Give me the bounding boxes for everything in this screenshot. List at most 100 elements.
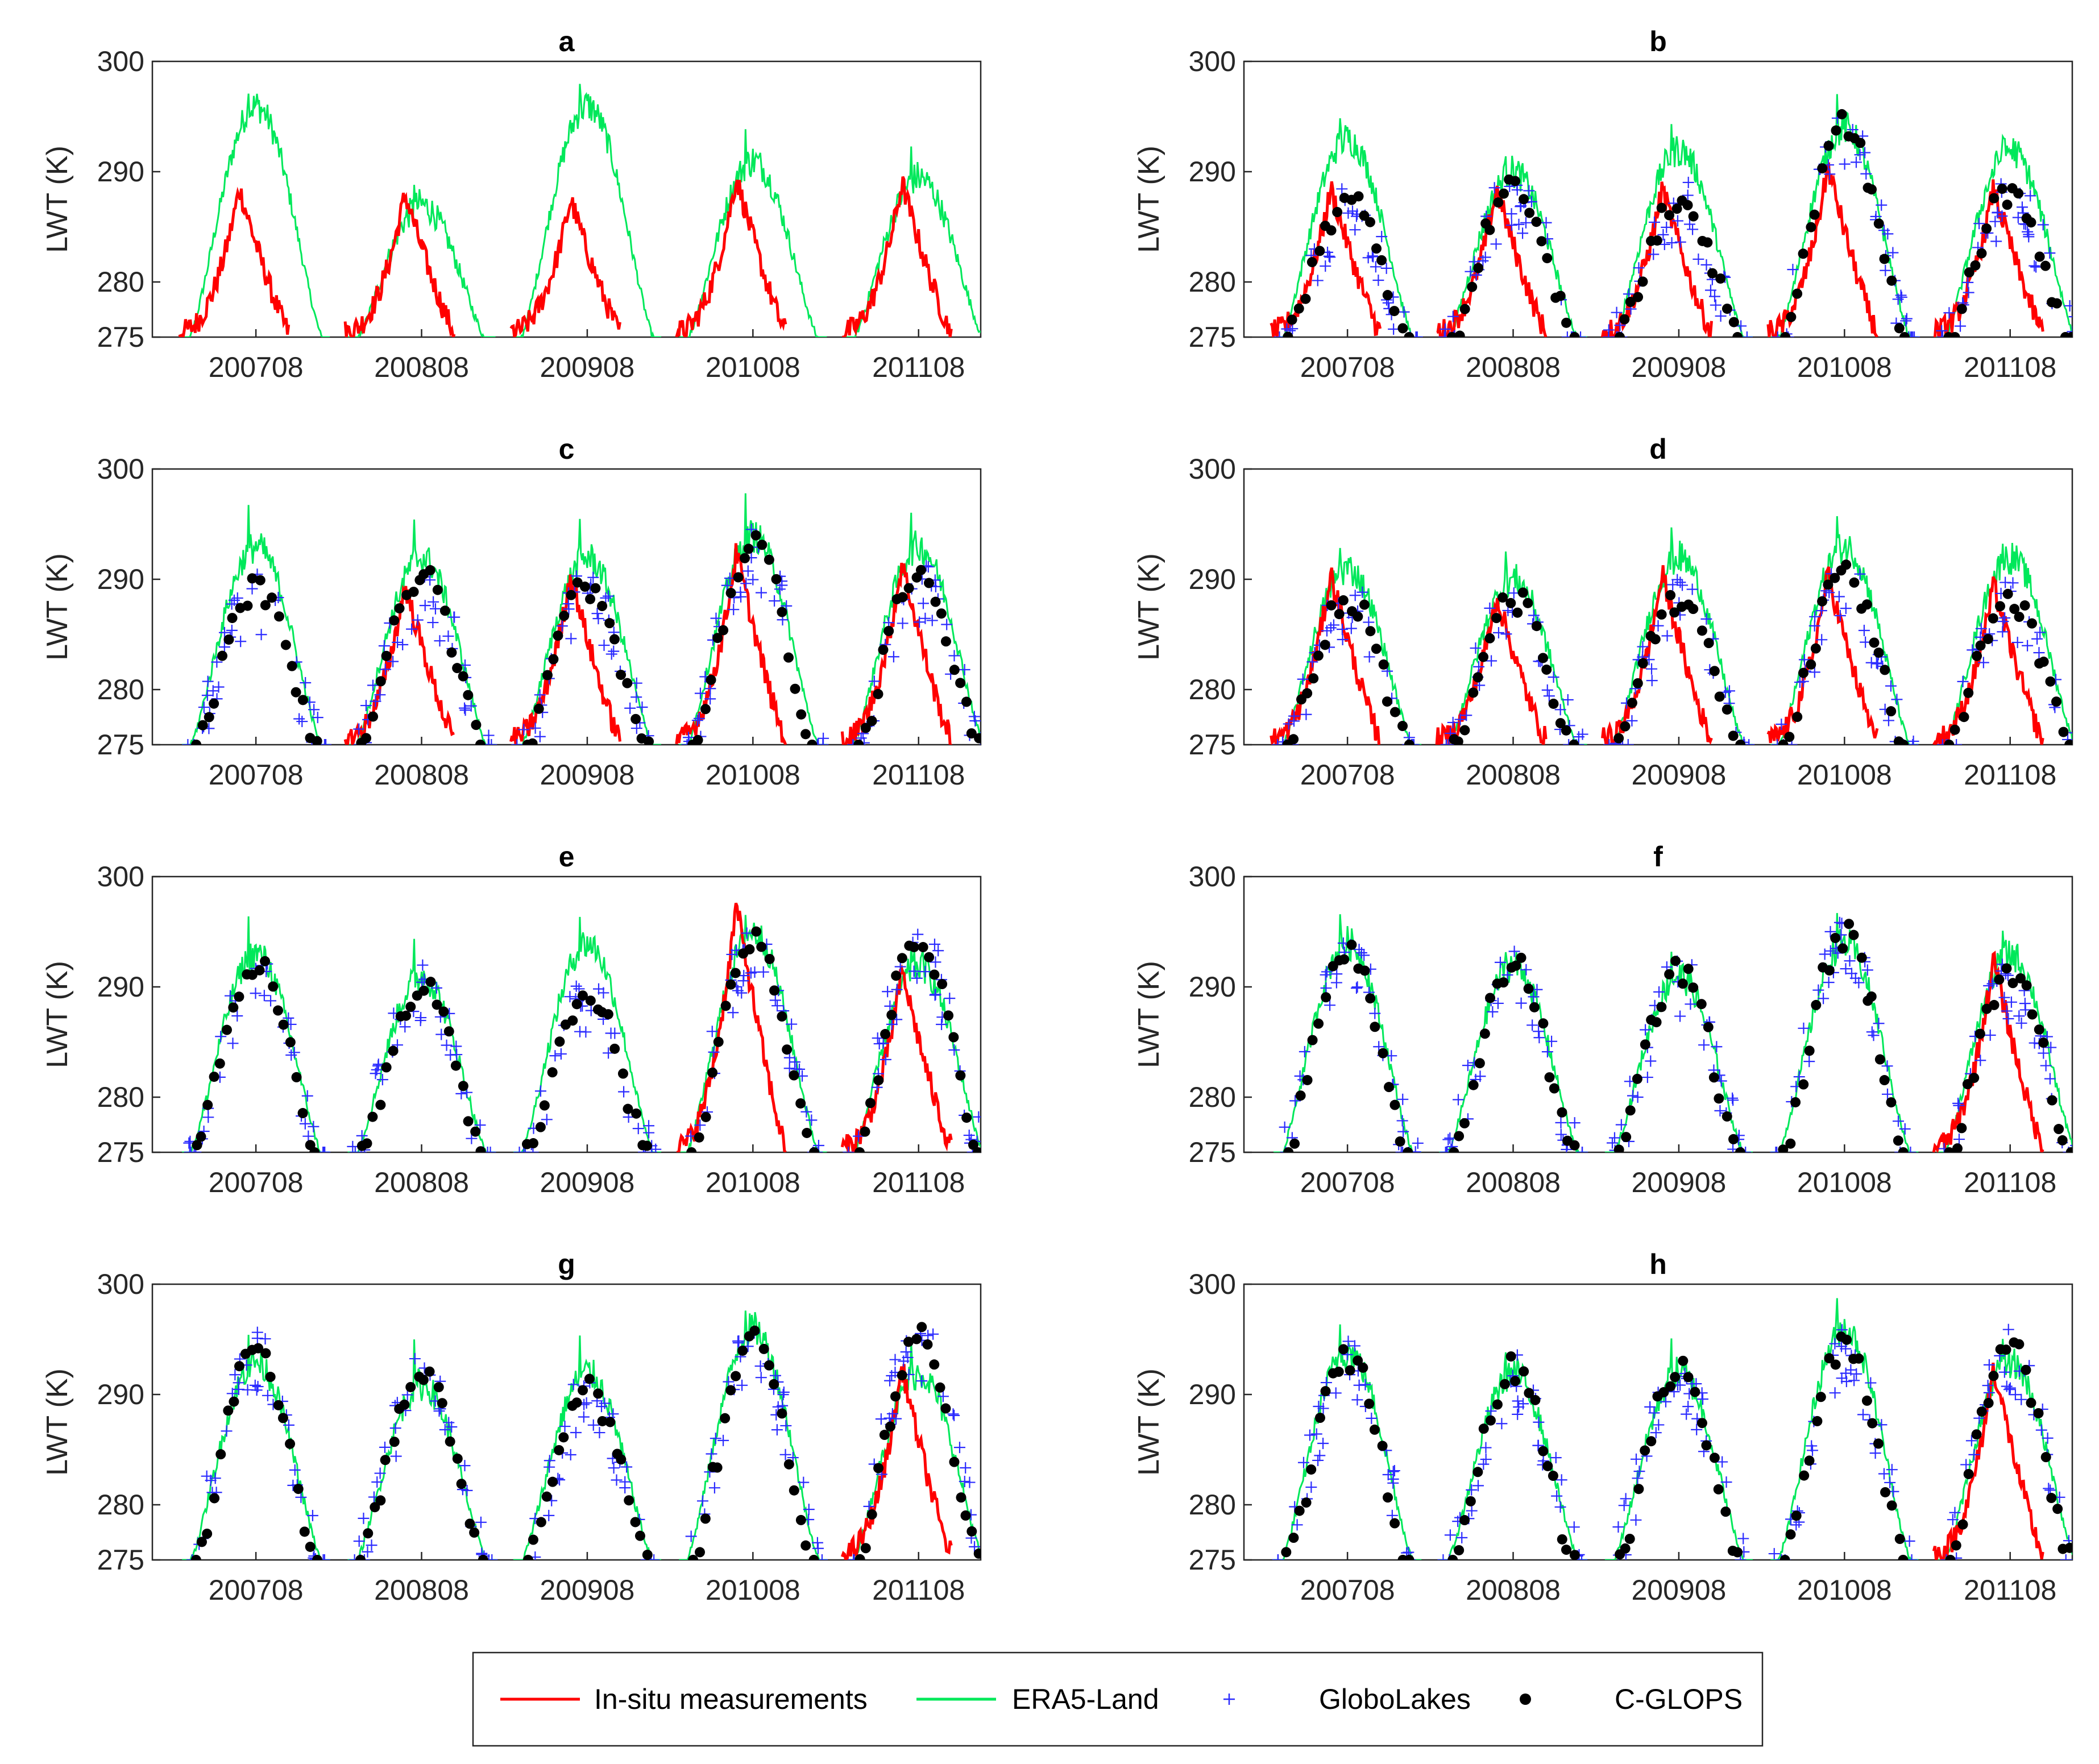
globolakes-point (549, 1050, 561, 1062)
globolakes-point (948, 650, 960, 662)
y-tick-label: 300 (1189, 861, 1236, 893)
cglops-point (1364, 217, 1375, 227)
globolakes-point (1905, 331, 1917, 337)
globolakes-point (574, 1026, 586, 1037)
cglops-point (1898, 1555, 1909, 1560)
globolakes-point (1952, 1097, 1964, 1109)
x-tick-label: 200708 (209, 351, 304, 383)
cglops-point (1656, 609, 1667, 620)
cglops-point (694, 1132, 704, 1143)
cglops-point (1866, 991, 1877, 1002)
cglops-point (916, 1322, 927, 1333)
cglops-point (432, 584, 443, 595)
cglops-point (1538, 1446, 1549, 1456)
globolakes-point (1366, 1412, 1378, 1424)
y-axis-label: LWT (K) (41, 553, 74, 661)
cglops-point (363, 1528, 374, 1539)
globolakes-point (484, 1147, 496, 1152)
globolakes-point (1940, 1554, 1952, 1560)
globolakes-point (1277, 739, 1289, 745)
globolakes-point (2013, 1010, 2025, 1022)
plot-area (1270, 94, 2072, 337)
globolakes-point (594, 1427, 605, 1439)
globolakes-point (1608, 1132, 1620, 1144)
x-tick-label: 201108 (1964, 1167, 2056, 1198)
cglops-point (1294, 1505, 1305, 1516)
globolakes-point (580, 1397, 592, 1409)
globolakes-point (1387, 1466, 1399, 1477)
cglops-point (1778, 740, 1789, 745)
globolakes-point (1508, 945, 1520, 957)
cglops-point (305, 1541, 316, 1552)
globolakes-point (1666, 237, 1678, 249)
globolakes-point (1839, 158, 1851, 170)
x-tick-label: 201108 (872, 759, 965, 791)
globolakes-point (1700, 259, 1712, 271)
cglops-point (789, 1070, 799, 1081)
panel-title: g (558, 1248, 575, 1280)
globolakes-point (1442, 1134, 1454, 1145)
globolakes-point (710, 1433, 721, 1445)
cglops-point (1472, 1467, 1483, 1477)
cglops-point (361, 733, 372, 744)
globolakes-point (1776, 719, 1787, 730)
y-tick-label: 280 (1189, 1489, 1236, 1521)
x-tick-label: 201008 (1797, 1167, 1892, 1198)
cglops-point (1976, 248, 1987, 259)
globolakes-point (937, 1391, 949, 1402)
cglops-point (1620, 721, 1631, 732)
cglops-point (764, 1360, 774, 1371)
cglops-point (1975, 640, 1986, 651)
globolakes-point (265, 995, 277, 1007)
globolakes-point (1936, 325, 1948, 337)
globolakes-point (1865, 1377, 1877, 1389)
globolakes-point (1561, 331, 1573, 337)
cglops-point (1989, 193, 2000, 204)
cglops-point (1974, 1028, 1985, 1039)
cglops-point (1956, 1123, 1967, 1134)
cglops-point (1972, 650, 1982, 661)
era5-line-200708 (182, 505, 330, 745)
cglops-point (1665, 590, 1676, 600)
globolakes-point (914, 616, 926, 628)
globolakes-point (534, 730, 546, 742)
globolakes-point (816, 1554, 828, 1560)
globolakes-point (1345, 622, 1357, 634)
globolakes-point (884, 1375, 896, 1387)
globolakes-point (308, 704, 320, 716)
globolakes-point (544, 1455, 555, 1467)
globolakes-point (1517, 227, 1529, 239)
x-tick-label: 201108 (872, 351, 965, 383)
cglops-point (1637, 276, 1648, 287)
cglops-point (873, 1075, 884, 1086)
globolakes-point (897, 617, 909, 629)
cglops-point (190, 1555, 201, 1560)
cglops-point (860, 723, 871, 733)
cglops-point (641, 1140, 652, 1151)
cglops-point (949, 1456, 960, 1467)
cglops-point (700, 704, 711, 715)
globolakes-point (1683, 218, 1695, 230)
globolakes-point (2019, 1004, 2031, 1016)
x-tick-label: 201008 (1797, 1574, 1892, 1606)
globolakes-point (1809, 611, 1821, 622)
globolakes-point (1637, 641, 1649, 653)
globolakes-point (1526, 1019, 1538, 1031)
cglops-point (1454, 1131, 1465, 1142)
globolakes-point (605, 648, 617, 660)
cglops-point (860, 1543, 871, 1554)
globolakes-point (1603, 324, 1615, 336)
globolakes-point (389, 1422, 401, 1434)
globolakes-point (1287, 323, 1299, 335)
legend-box (472, 1651, 1764, 1747)
globolakes-point (1798, 654, 1810, 666)
globolakes-point (868, 675, 880, 687)
cglops-point (1690, 1387, 1700, 1397)
globolakes-point (1620, 1493, 1632, 1505)
globolakes-point (434, 635, 446, 647)
x-tick-label: 200808 (374, 759, 469, 791)
globolakes-point (1272, 1554, 1284, 1560)
cglops-point (1799, 1470, 1810, 1481)
globolakes-point (1411, 331, 1423, 337)
cglops-point (375, 1099, 386, 1110)
